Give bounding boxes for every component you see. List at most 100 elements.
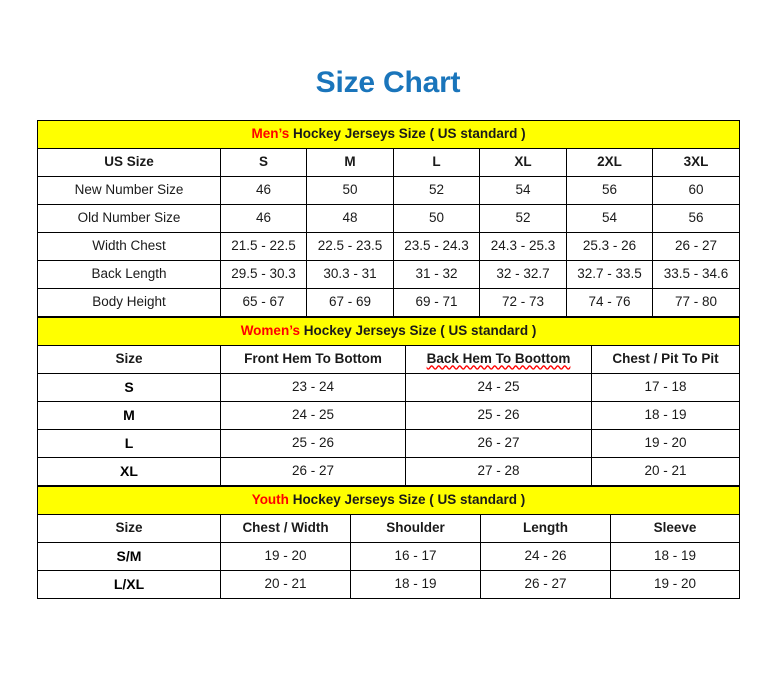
row-label: Width Chest [37,232,221,261]
mens-section-banner: Men’s Hockey Jerseys Size ( US standard … [36,120,741,149]
table-row: S 23 - 24 24 - 25 17 - 18 [37,373,740,402]
row-label: S [37,373,221,402]
womens-col-header: Back Hem To Boottom [405,345,592,374]
womens-col-header: Front Hem To Bottom [220,345,406,374]
womens-col-header: Chest / Pit To Pit [591,345,740,374]
table-cell: 24 - 25 [405,373,592,402]
youth-section-banner: Youth Hockey Jerseys Size ( US standard … [37,486,740,515]
table-row: XL 26 - 27 27 - 28 20 - 21 [37,457,740,486]
table-cell: 16 - 17 [350,542,481,571]
row-label: XL [37,457,221,486]
table-row: Old Number Size 46 48 50 52 54 56 [37,204,741,233]
table-row: M 24 - 25 25 - 26 18 - 19 [37,401,740,430]
mens-col-header: US Size [37,148,221,177]
mens-header-row: US Size S M L XL 2XL 3XL [37,148,741,177]
table-cell: 18 - 19 [350,570,481,599]
womens-banner-rest: Hockey Jerseys Size ( US standard ) [299,323,537,339]
table-cell: 67 - 69 [306,288,394,317]
table-cell: 52 [479,204,567,233]
row-label: M [37,401,221,430]
mens-banner-accent: Men’s [251,126,290,142]
womens-section-banner-row: Women’s Hockey Jerseys Size ( US standar… [37,317,740,346]
table-cell: 74 - 76 [566,288,653,317]
womens-col-header: Size [37,345,221,374]
table-cell: 54 [479,176,567,205]
row-label: Old Number Size [37,204,221,233]
table-cell: 46 [220,176,307,205]
table-cell: 30.3 - 31 [306,260,394,289]
youth-col-header: Chest / Width [220,514,351,543]
table-cell: 26 - 27 [651,232,741,261]
table-cell: 22.5 - 23.5 [306,232,394,261]
table-cell: 50 [393,204,480,233]
table-cell: 25 - 26 [220,429,406,458]
table-cell: 26 - 27 [220,457,406,486]
table-row: Width Chest 21.5 - 22.5 22.5 - 23.5 23.5… [37,232,741,261]
table-cell: 54 [566,204,653,233]
table-cell: 25 - 26 [405,401,592,430]
table-row: New Number Size 46 50 52 54 56 60 [37,176,741,205]
mens-section-banner-row: Men’s Hockey Jerseys Size ( US standard … [36,120,741,149]
row-label: Body Height [37,288,221,317]
table-cell: 17 - 18 [591,373,740,402]
youth-col-header: Sleeve [610,514,740,543]
table-cell: 18 - 19 [610,542,740,571]
table-cell: 18 - 19 [591,401,740,430]
youth-banner-rest: Hockey Jerseys Size ( US standard ) [288,492,526,508]
row-label: L [37,429,221,458]
table-cell: 29.5 - 30.3 [220,260,307,289]
table-cell: 19 - 20 [591,429,740,458]
table-cell: 21.5 - 22.5 [220,232,307,261]
table-cell: 69 - 71 [393,288,480,317]
table-row: Back Length 29.5 - 30.3 30.3 - 31 31 - 3… [37,260,741,289]
womens-section-banner: Women’s Hockey Jerseys Size ( US standar… [37,317,740,346]
table-cell: 24.3 - 25.3 [479,232,567,261]
row-label: New Number Size [37,176,221,205]
table-cell: 48 [306,204,394,233]
mens-banner-rest: Hockey Jerseys Size ( US standard ) [289,126,526,142]
size-chart-container: Men’s Hockey Jerseys Size ( US standard … [36,120,741,599]
table-cell: 31 - 32 [393,260,480,289]
table-cell: 24 - 26 [480,542,611,571]
misspelled-header-text: Back Hem To Boottom [426,351,571,367]
mens-col-header: 3XL [651,148,741,177]
mens-col-header: XL [479,148,567,177]
table-cell: 32 - 32.7 [479,260,567,289]
row-label: L/XL [37,570,221,599]
table-cell: 77 - 80 [651,288,741,317]
youth-col-header: Shoulder [350,514,481,543]
table-cell: 23.5 - 24.3 [393,232,480,261]
table-cell: 20 - 21 [220,570,351,599]
youth-col-header: Length [480,514,611,543]
table-cell: 26 - 27 [480,570,611,599]
row-label: S/M [37,542,221,571]
table-cell: 23 - 24 [220,373,406,402]
table-cell: 32.7 - 33.5 [566,260,653,289]
table-cell: 72 - 73 [479,288,567,317]
womens-size-table: Women’s Hockey Jerseys Size ( US standar… [37,317,740,486]
youth-size-table: Youth Hockey Jerseys Size ( US standard … [37,486,740,599]
youth-col-header: Size [37,514,221,543]
mens-col-header: 2XL [566,148,653,177]
youth-header-row: Size Chest / Width Shoulder Length Sleev… [37,514,740,543]
table-cell: 25.3 - 26 [566,232,653,261]
table-row: S/M 19 - 20 16 - 17 24 - 26 18 - 19 [37,542,740,571]
table-cell: 26 - 27 [405,429,592,458]
table-cell: 20 - 21 [591,457,740,486]
table-cell: 27 - 28 [405,457,592,486]
mens-col-header: S [220,148,307,177]
table-row: Body Height 65 - 67 67 - 69 69 - 71 72 -… [37,288,741,317]
table-cell: 56 [566,176,653,205]
table-cell: 24 - 25 [220,401,406,430]
table-cell: 50 [306,176,394,205]
mens-size-table: Men’s Hockey Jerseys Size ( US standard … [36,120,741,317]
mens-col-header: L [393,148,480,177]
table-cell: 52 [393,176,480,205]
page-title: Size Chart [315,66,461,99]
womens-header-row: Size Front Hem To Bottom Back Hem To Boo… [37,345,740,374]
table-cell: 56 [651,204,741,233]
youth-banner-accent: Youth [251,492,289,508]
row-label: Back Length [37,260,221,289]
table-cell: 65 - 67 [220,288,307,317]
table-row: L 25 - 26 26 - 27 19 - 20 [37,429,740,458]
